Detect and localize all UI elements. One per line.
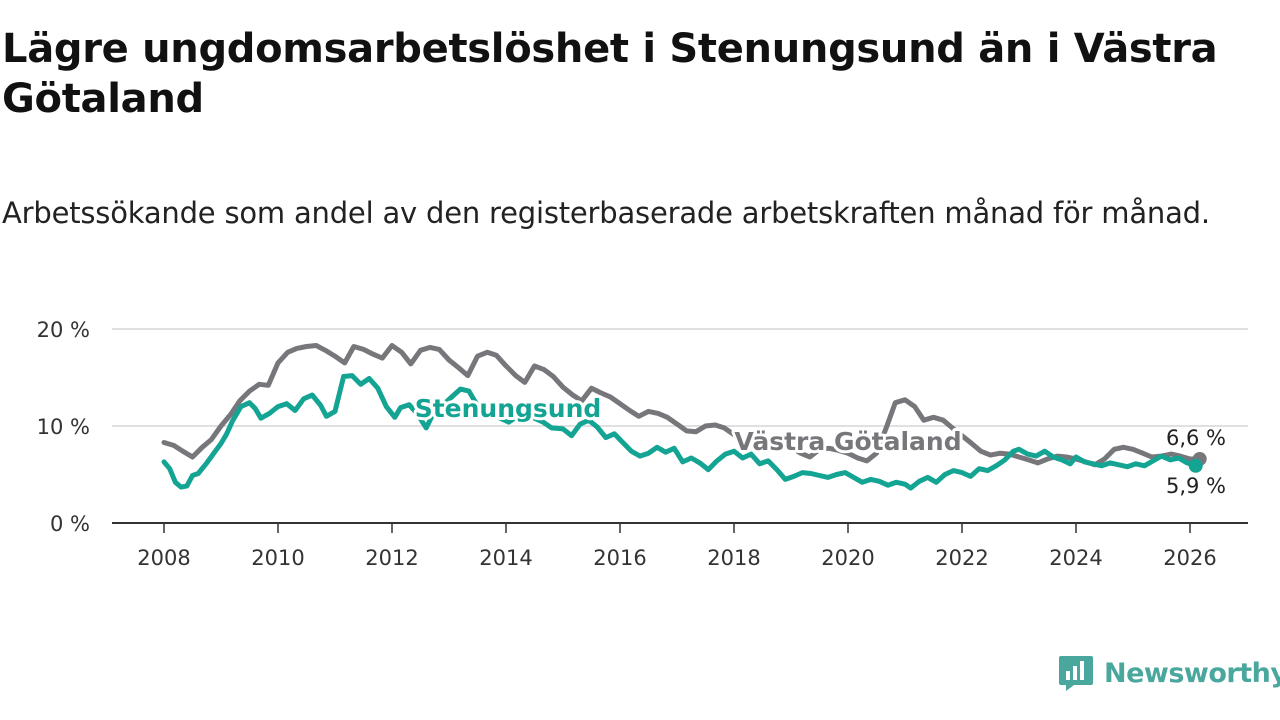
- x-tick-label: 2022: [935, 546, 988, 570]
- x-tick-label: 2016: [593, 546, 646, 570]
- series-labels: Västra Götaland Stenungsund 6,6 % 5,9 %: [412, 391, 1228, 500]
- x-tick-label: 2012: [365, 546, 418, 570]
- series-end-dot: [1188, 458, 1203, 473]
- x-tick-label: 2020: [821, 546, 874, 570]
- chart-subtitle: Arbetssökande som andel av den registerb…: [2, 196, 1210, 230]
- y-tick-label: 20 %: [37, 318, 90, 342]
- chart-title: Lägre ungdomsarbetslöshet i Stenungsund …: [2, 26, 1218, 122]
- series-line-stenungsund: [161, 373, 1199, 491]
- x-tick-label: 2026: [1163, 546, 1216, 570]
- x-tick-label: 2024: [1049, 546, 1102, 570]
- x-tick-label: 2010: [251, 546, 304, 570]
- logo-bar-3: [1080, 661, 1084, 680]
- end-value-label-vastra-gotaland: 6,6 %: [1166, 426, 1226, 450]
- x-tick-label: 2018: [707, 546, 760, 570]
- brand-logo: Newsworthy: [1058, 654, 1280, 692]
- newsworthy-logo-icon: [1059, 656, 1093, 691]
- x-tick-label: 2008: [137, 546, 190, 570]
- logo-bar-2: [1073, 666, 1077, 680]
- y-tick-label: 0 %: [50, 512, 90, 536]
- grid-lines: [112, 328, 1248, 427]
- logo-bar-1: [1066, 671, 1070, 680]
- series-label-vastra-gotaland: Västra Götaland: [734, 427, 961, 456]
- y-tick-label: 10 %: [37, 415, 90, 439]
- x-axis: 0 % 10 % 20 % 2008 2010 2012 2014 2016 2018 2020 2…: [37, 318, 1248, 570]
- series-lines: [161, 343, 1207, 491]
- brand-name: Newsworthy: [1104, 657, 1280, 689]
- end-value-label-stenungsund: 5,9 %: [1166, 474, 1226, 498]
- series-label-stenungsund: Stenungsund: [415, 394, 602, 423]
- series-line-västra-götaland: [161, 343, 1203, 468]
- x-tick-label: 2014: [479, 546, 532, 570]
